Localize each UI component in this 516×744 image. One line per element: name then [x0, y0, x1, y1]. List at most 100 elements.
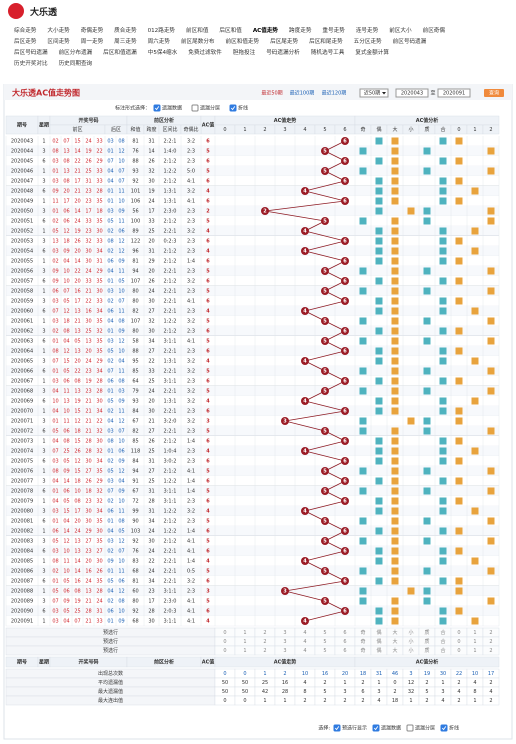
ac-value: 6	[206, 499, 210, 505]
nav-link[interactable]: 五分区走势	[353, 39, 382, 45]
nav-link[interactable]: 号码遗漏分析	[266, 50, 300, 56]
analysis-mark	[455, 577, 463, 585]
row-cell: 03	[107, 139, 113, 145]
preset-option-cell	[482, 645, 500, 656]
nav-link[interactable]: 周三走势	[114, 39, 137, 45]
nav-link[interactable]: 周六走势	[147, 39, 170, 45]
checkbox[interactable]	[333, 724, 341, 732]
nav-link[interactable]: 前区尾数分布	[180, 39, 215, 45]
nav-link[interactable]: 后区和值遗漏	[103, 50, 137, 56]
nav-link[interactable]: 中5保4缩水	[147, 50, 178, 56]
nav-link[interactable]: 后区号码遗漏	[14, 50, 48, 56]
nav-link[interactable]: 历史同期查询	[58, 61, 93, 67]
stat-value: 2	[425, 698, 428, 704]
row-bg	[6, 426, 499, 436]
row-cell: 21	[85, 599, 91, 605]
from-input[interactable]	[395, 88, 429, 98]
row-cell: 2020072	[11, 429, 33, 435]
nav-link[interactable]: 前区和值	[186, 28, 209, 34]
period-select-text: 近50期	[364, 90, 380, 97]
nav-link[interactable]: 周一走势	[80, 39, 104, 45]
nav-link[interactable]: 前区号码遗漏	[392, 39, 427, 45]
row-cell: 02	[107, 359, 113, 365]
nav-link[interactable]: 质合走势	[114, 28, 137, 34]
row-cell: 3:2	[187, 389, 195, 395]
analysis-mark	[391, 327, 399, 335]
trend-line	[284, 410, 346, 422]
to-input[interactable]	[437, 88, 471, 98]
checkbox[interactable]	[191, 104, 199, 112]
row-cell: 21	[74, 319, 80, 325]
nav-link[interactable]: 大小走势	[47, 28, 70, 34]
nav-link[interactable]: 奇偶走势	[80, 28, 104, 34]
row-cell: 4:1	[187, 339, 195, 345]
checkbox[interactable]	[406, 724, 414, 732]
checkbox[interactable]	[372, 724, 380, 732]
nav-link[interactable]: 复式金额计算	[355, 50, 389, 56]
analysis-mark	[375, 507, 383, 515]
row-cell: 04	[63, 619, 69, 625]
nav-link[interactable]: 历史开奖对比	[14, 61, 48, 67]
row-cell: 33	[96, 619, 102, 625]
period-link[interactable]: 最近120期	[322, 90, 347, 97]
stat-label: 最大连出值	[98, 697, 123, 704]
analysis-mark	[391, 187, 399, 195]
row-bg	[6, 616, 499, 626]
row-cell: 2020065	[11, 359, 33, 365]
nav-link[interactable]: 重号走势	[322, 28, 345, 34]
nav-link[interactable]: 后区尾走势	[270, 39, 299, 45]
analysis-mark	[407, 417, 415, 425]
nav-link[interactable]: 前区大小	[389, 28, 412, 34]
nav-link[interactable]: 胆拖投注	[232, 50, 256, 56]
nav-link[interactable]: 区间走势	[47, 39, 70, 45]
brand[interactable]: 大乐透	[30, 8, 58, 18]
nav-link[interactable]: 前区分布遗漏	[58, 50, 93, 56]
row-cell: 35	[96, 319, 102, 325]
checkbox[interactable]	[153, 104, 161, 112]
row-cell: 6	[42, 189, 45, 195]
nav-link[interactable]: 后区走势	[14, 39, 37, 45]
row-cell: 31	[148, 489, 154, 495]
row-cell: 22	[148, 559, 154, 565]
row-cell: 2:3	[187, 249, 195, 255]
analysis-mark	[471, 557, 479, 565]
row-cell: 29	[85, 529, 91, 535]
analysis-mark	[359, 597, 367, 605]
nav-link[interactable]: 免费过滤软件	[188, 50, 222, 56]
period-link[interactable]: 最近50期	[261, 90, 282, 97]
row-cell: 34	[148, 579, 154, 585]
checkbox[interactable]	[440, 724, 448, 732]
trend-point	[341, 257, 349, 265]
nav-link[interactable]: 连号走势	[355, 28, 379, 34]
nav-link[interactable]: 后区和值	[219, 28, 242, 34]
nav-link[interactable]: 跨度走势	[289, 28, 312, 34]
nav-link[interactable]: 前区奇偶	[422, 28, 445, 34]
ac-value: 6	[206, 159, 210, 165]
nav-link[interactable]: 随机选号工具	[310, 50, 345, 56]
analysis-mark	[391, 577, 399, 585]
row-cell: 33	[96, 239, 102, 245]
trend-point	[301, 397, 309, 405]
trend-point	[341, 297, 349, 305]
analysis-mark	[455, 137, 463, 145]
trend-point-label: 5	[323, 219, 327, 225]
row-cell: 28	[85, 609, 91, 615]
nav-link[interactable]: AC值走势	[252, 28, 279, 34]
query-button[interactable]	[484, 89, 504, 97]
row-cell: 2:3	[187, 269, 195, 275]
nav-link[interactable]: 012路走势	[147, 28, 176, 34]
nav-link[interactable]: 前区和值走势	[225, 39, 260, 45]
analysis-mark	[375, 347, 383, 355]
period-link[interactable]: 最近100期	[290, 90, 315, 97]
nav-link[interactable]: 后区和尾走势	[309, 39, 343, 45]
row-cell: 14	[63, 529, 69, 535]
checkbox[interactable]	[229, 104, 237, 112]
trend-point-label: 6	[343, 159, 347, 165]
trend-point-label: 5	[323, 489, 327, 495]
logo[interactable]	[8, 3, 24, 19]
stat-value: 3	[409, 671, 412, 677]
trend-point	[321, 167, 329, 175]
period-select[interactable]	[359, 88, 389, 98]
ac-value: 5	[206, 489, 210, 495]
nav-link[interactable]: 综合走势	[14, 28, 37, 34]
